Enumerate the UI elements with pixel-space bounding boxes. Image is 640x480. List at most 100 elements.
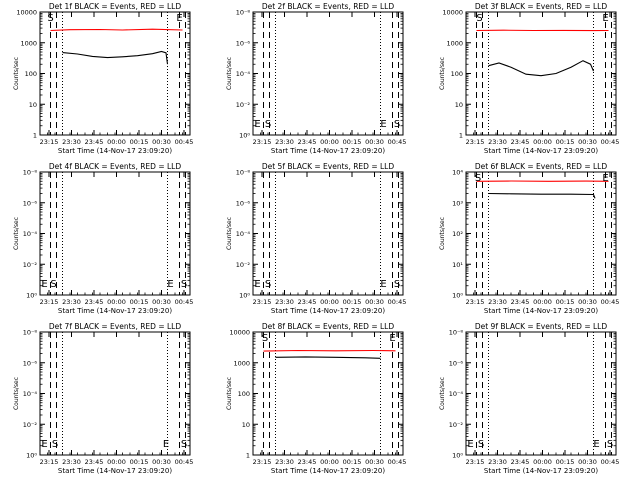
x-tick-label: 23:15 — [40, 298, 59, 306]
x-tick-label: 00:45 — [601, 298, 620, 306]
x-tick-label: 00:15 — [130, 138, 149, 146]
x-tick-label: 00:45 — [601, 458, 620, 466]
y-axis-label: Counts/sec — [226, 217, 233, 250]
x-tick-label: 00:15 — [343, 138, 362, 146]
series-line-2 — [275, 356, 381, 359]
y-tick-label: 10⁰ — [26, 292, 37, 300]
x-tick-label: 23:30 — [275, 458, 294, 466]
se-marker-label: S — [476, 13, 482, 24]
x-axis-label: Start Time (14-Nov-17 23:09:20) — [271, 147, 385, 155]
x-tick-label: 00:45 — [175, 458, 194, 466]
y-tick-label: 10⁻² — [236, 101, 251, 109]
x-tick-label: 23:45 — [85, 298, 104, 306]
x-tick-label: 23:45 — [511, 458, 530, 466]
y-tick-label: 10⁻² — [449, 421, 464, 429]
se-marker-label: E — [167, 279, 173, 290]
x-tick-label: 00:45 — [175, 298, 194, 306]
x-tick-label: 00:30 — [578, 458, 597, 466]
se-marker-label: S — [394, 119, 400, 130]
y-tick-label: 10⁻² — [23, 421, 38, 429]
y-axis-label: Counts/sec — [439, 57, 446, 90]
x-tick-label: 00:15 — [130, 298, 149, 306]
y-axis-label: Counts/sec — [439, 217, 446, 250]
x-tick-label: 00:00 — [320, 458, 339, 466]
chart-title: Det 3f BLACK = Events, RED = LLD — [475, 2, 608, 11]
se-marker-label: S — [52, 439, 58, 450]
se-marker-label: E — [176, 13, 182, 24]
x-tick-label: 23:15 — [466, 138, 485, 146]
se-marker-label: E — [254, 279, 260, 290]
se-marker-label: E — [41, 279, 47, 290]
x-tick-label: 00:15 — [130, 458, 149, 466]
x-axis-label: Start Time (14-Nov-17 23:09:20) — [271, 467, 385, 475]
chart-panel-3: Det 3f BLACK = Events, RED = LLD 1 10 100 10… — [439, 2, 619, 155]
x-axis-label: Start Time (14-Nov-17 23:09:20) — [484, 467, 598, 475]
x-tick-label: 23:30 — [62, 458, 81, 466]
x-tick-label: 00:00 — [533, 138, 552, 146]
se-marker-label: S — [478, 439, 484, 450]
se-marker-label: E — [380, 119, 386, 130]
se-marker-label: E — [163, 439, 169, 450]
chart-title: Det 4f BLACK = Events, RED = LLD — [49, 162, 182, 171]
x-axis-label: Start Time (14-Nov-17 23:09:20) — [484, 147, 598, 155]
series-line-2 — [62, 50, 169, 65]
y-tick-label: 10⁻⁴ — [23, 230, 38, 238]
x-tick-label: 23:45 — [511, 138, 530, 146]
se-marker-label: S — [265, 119, 271, 130]
x-tick-label: 00:30 — [365, 458, 384, 466]
x-tick-label: 23:45 — [298, 298, 317, 306]
se-marker-label: E — [593, 439, 599, 450]
chart-title: Det 6f BLACK = Events, RED = LLD — [475, 162, 608, 171]
x-tick-label: 23:15 — [253, 298, 272, 306]
se-marker-label: E — [602, 173, 608, 184]
x-axis-label: Start Time (14-Nov-17 23:09:20) — [58, 307, 172, 315]
x-tick-label: 23:15 — [253, 458, 272, 466]
y-tick-label: 10⁻⁶ — [236, 199, 251, 207]
y-tick-label: 10⁻⁸ — [23, 329, 38, 337]
se-marker-label: E — [254, 119, 260, 130]
y-tick-label: 10⁻⁸ — [23, 169, 38, 177]
y-tick-label: 10⁰ — [26, 452, 37, 460]
y-tick-label: 10⁻⁶ — [23, 199, 38, 207]
x-tick-label: 23:45 — [85, 458, 104, 466]
y-tick-label: 10⁻⁸ — [236, 9, 251, 17]
x-tick-label: 00:00 — [533, 298, 552, 306]
chart-panel-6: Det 6f BLACK = Events, RED = LLD 10⁰ 10¹ 10… — [439, 162, 619, 315]
x-tick-label: 00:00 — [320, 298, 339, 306]
series-line-2 — [488, 60, 595, 77]
se-marker-label: S — [47, 13, 53, 24]
x-tick-label: 00:15 — [556, 298, 575, 306]
x-tick-label: 00:15 — [343, 458, 362, 466]
y-tick-label: 10⁻⁶ — [236, 39, 251, 47]
x-tick-label: 00:00 — [107, 138, 126, 146]
se-marker-label: E — [467, 439, 473, 450]
x-tick-label: 23:45 — [298, 458, 317, 466]
y-tick-label: 1 — [246, 452, 250, 460]
se-marker-label: S — [262, 333, 268, 344]
y-tick-label: 10³ — [452, 199, 463, 207]
chart-panel-8: Det 8f BLACK = Events, RED = LLD 1 10 100 10… — [226, 322, 406, 475]
chart-panel-5: Det 5f BLACK = Events, RED = LLD 10⁰ 10⁻² 1… — [226, 162, 406, 315]
y-axis-label: Counts/sec — [439, 377, 446, 410]
y-tick-label: 10⁻⁴ — [236, 230, 251, 238]
y-tick-label: 10000 — [229, 329, 250, 337]
y-tick-label: 1000 — [233, 359, 250, 367]
se-marker-label: E — [389, 333, 395, 344]
y-tick-label: 10⁻⁶ — [23, 359, 38, 367]
se-marker-label: S — [265, 279, 271, 290]
y-tick-label: 10⁻⁴ — [236, 70, 251, 78]
chart-title: Det 5f BLACK = Events, RED = LLD — [262, 162, 395, 171]
x-tick-label: 00:30 — [578, 298, 597, 306]
y-tick-label: 10⁻⁸ — [236, 169, 251, 177]
x-tick-label: 23:30 — [62, 138, 81, 146]
x-tick-label: 23:15 — [40, 138, 59, 146]
x-axis-label: Start Time (14-Nov-17 23:09:20) — [58, 467, 172, 475]
x-tick-label: 00:30 — [365, 138, 384, 146]
chart-panel-9: Det 9f BLACK = Events, RED = LLD 10⁰ 10⁻² 1… — [439, 322, 619, 475]
y-tick-label: 10⁻⁶ — [449, 359, 464, 367]
y-tick-label: 10² — [452, 230, 463, 238]
x-axis-label: Start Time (14-Nov-17 23:09:20) — [58, 147, 172, 155]
x-tick-label: 00:45 — [388, 138, 407, 146]
se-marker-label: E — [602, 13, 608, 24]
chart-title: Det 7f BLACK = Events, RED = LLD — [49, 322, 182, 331]
